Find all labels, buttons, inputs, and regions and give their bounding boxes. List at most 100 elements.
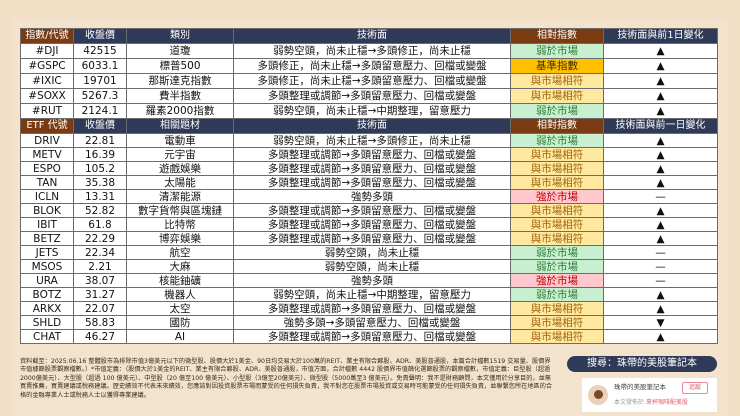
table-row: #GSPC 6033.1 標普500 多頭修正，尚未止穩→多頭留意壓力、回檔或變盤 基準… [20, 58, 718, 74]
author-card[interactable]: 珠帶的美股筆記本 追蹤 本文發佈於 來杯咖啡配美股 [582, 378, 717, 412]
cell-tech: 多頭整理或調節→多頭留意壓力、回檔或變盤 [233, 301, 511, 316]
cell-close: 16.39 [73, 147, 127, 162]
cell-code: BETZ [20, 231, 74, 246]
cell-category: 清潔能源 [126, 189, 234, 204]
column-header: 相對指數 [510, 118, 604, 134]
cell-code: #SOXX [20, 88, 74, 104]
column-header: ETF 代號 [20, 118, 74, 134]
cell-close: 5267.3 [73, 88, 127, 104]
column-header: 技術面 [233, 28, 511, 44]
cell-close: 58.83 [73, 315, 127, 330]
cell-relative: 弱於市場 [510, 287, 604, 302]
cell-code: #IXIC [20, 73, 74, 89]
cell-code: TAN [20, 175, 74, 190]
change-up-icon: ▲ [603, 58, 718, 74]
cell-relative: 與市場相符 [510, 315, 604, 330]
cell-category: 博弈娛樂 [126, 231, 234, 246]
column-header: 指數/代號 [20, 28, 74, 44]
cell-code: BLOK [20, 203, 74, 218]
change-up-icon: ▲ [603, 217, 718, 232]
cell-code: #DJI [20, 43, 74, 59]
cell-relative: 與市場相符 [510, 217, 604, 232]
cell-tech: 多頭整理或調節→多頭留意壓力、回檔或變盤 [233, 329, 511, 344]
table-row: JETS 22.34 航空 弱勢空頭，尚未止穩 弱於市場 — [20, 245, 718, 260]
etf-table-header: ETF 代號 收盤價 相關題材 技術面 相對指數 技術面與前一日變化 [20, 118, 718, 134]
cell-close: 52.82 [73, 203, 127, 218]
cell-relative: 與市場相符 [510, 175, 604, 190]
cell-tech: 弱勢空頭，尚未止穩→中期整理，留意壓力 [233, 103, 511, 119]
change-flat-icon: — [603, 259, 718, 274]
change-up-icon: ▲ [603, 329, 718, 344]
cell-code: ARKX [20, 301, 74, 316]
cell-category: 國防 [126, 315, 234, 330]
cell-close: 105.2 [73, 161, 127, 176]
cell-close: 35.38 [73, 175, 127, 190]
cell-code: SHLD [20, 315, 74, 330]
published-in: 本文發佈於 來杯咖啡配美股 [614, 399, 688, 407]
publication-link[interactable]: 來杯咖啡配美股 [645, 399, 688, 406]
cell-category: 機器人 [126, 287, 234, 302]
published-prefix: 本文發佈於 [614, 399, 645, 406]
cell-close: 22.07 [73, 301, 127, 316]
follow-button[interactable]: 追蹤 [682, 382, 708, 394]
cell-code: ESPO [20, 161, 74, 176]
cell-close: 6033.1 [73, 58, 127, 74]
cell-code: CHAT [20, 329, 74, 344]
cell-relative: 與市場相符 [510, 161, 604, 176]
cell-relative: 弱於市場 [510, 245, 604, 260]
change-up-icon: ▲ [603, 73, 718, 89]
search-banner: 搜尋：珠帶的美股筆記本 [567, 356, 717, 372]
cell-code: BOTZ [20, 287, 74, 302]
market-table: 指數/代號 收盤價 類別 技術面 相對指數 技術面與前1日變化 #DJI 42515 道瓊 弱勢空… [20, 28, 718, 344]
cell-code: JETS [20, 245, 74, 260]
cell-relative: 與市場相符 [510, 88, 604, 104]
cell-relative: 弱於市場 [510, 133, 604, 148]
cell-code: DRIV [20, 133, 74, 148]
cell-code: ICLN [20, 189, 74, 204]
cell-code: IBIT [20, 217, 74, 232]
change-up-icon: ▲ [603, 43, 718, 59]
cell-code: MSOS [20, 259, 74, 274]
cell-tech: 弱勢空頭，尚未止穩→多頭修正，尚未止穩 [233, 133, 511, 148]
cell-tech: 弱勢空頭，尚未止穩 [233, 245, 511, 260]
table-row: ESPO 105.2 遊戲娛樂 多頭整理或調節→多頭留意壓力、回檔或變盤 與市場相符 ▲ [20, 161, 718, 176]
table-row: BETZ 22.29 博弈娛樂 多頭整理或調節→多頭留意壓力、回檔或變盤 與市場相符 ▲ [20, 231, 718, 246]
cell-category: 航空 [126, 245, 234, 260]
cell-category: 那斯達克指數 [126, 73, 234, 89]
cell-close: 38.07 [73, 273, 127, 288]
table-row: #DJI 42515 道瓊 弱勢空頭，尚未止穩→多頭修正，尚未止穩 弱於市場 ▲ [20, 43, 718, 59]
cell-relative: 弱於市場 [510, 259, 604, 274]
cell-tech: 多頭整理或調節→多頭留意壓力、回檔或變盤 [233, 175, 511, 190]
cell-category: 核能鈾礦 [126, 273, 234, 288]
disclaimer-text: 資料截至：2025.06.16 整體股市為排除市值3億美元以下的微型股、股價大於… [20, 358, 553, 399]
change-up-icon: ▲ [603, 133, 718, 148]
cell-relative: 與市場相符 [510, 329, 604, 344]
change-up-icon: ▲ [603, 287, 718, 302]
cell-code: URA [20, 273, 74, 288]
cell-close: 13.31 [73, 189, 127, 204]
column-header: 收盤價 [73, 28, 127, 44]
column-header: 收盤價 [73, 118, 127, 134]
cell-tech: 弱勢空頭，尚未止穩→多頭修正，尚未止穩 [233, 43, 511, 59]
cell-category: 比特幣 [126, 217, 234, 232]
cell-category: 數字貨幣與區塊鏈 [126, 203, 234, 218]
cell-close: 61.8 [73, 217, 127, 232]
cell-relative: 基準指數 [510, 58, 604, 74]
table-row: SHLD 58.83 國防 強勢多頭→多頭留意壓力、回檔或變盤 與市場相符 ▼ [20, 315, 718, 330]
cell-tech: 強勢多頭 [233, 273, 511, 288]
cell-category: 道瓊 [126, 43, 234, 59]
cell-category: AI [126, 329, 234, 344]
cell-relative: 強於市場 [510, 273, 604, 288]
change-up-icon: ▲ [603, 231, 718, 246]
table-row: ICLN 13.31 清潔能源 強勢多頭 強於市場 — [20, 189, 718, 204]
table-row: #IXIC 19701 那斯達克指數 多頭修正，尚未止穩→多頭留意壓力、回檔或變盤 與市… [20, 73, 718, 89]
table-row: #RUT 2124.1 羅素2000指數 弱勢空頭，尚未止穩→中期整理，留意壓力 弱於市… [20, 103, 718, 119]
cell-relative: 與市場相符 [510, 231, 604, 246]
change-flat-icon: — [603, 189, 718, 204]
table-row: #SOXX 5267.3 費半指數 多頭整理或調節→多頭留意壓力、回檔或變盤 與市場相符… [20, 88, 718, 104]
column-header: 技術面與前一日變化 [603, 118, 718, 134]
cell-code: METV [20, 147, 74, 162]
table-row: MSOS 2.21 大麻 弱勢空頭，尚未止穩 弱於市場 — [20, 259, 718, 274]
cell-category: 標普500 [126, 58, 234, 74]
column-header: 類別 [126, 28, 234, 44]
